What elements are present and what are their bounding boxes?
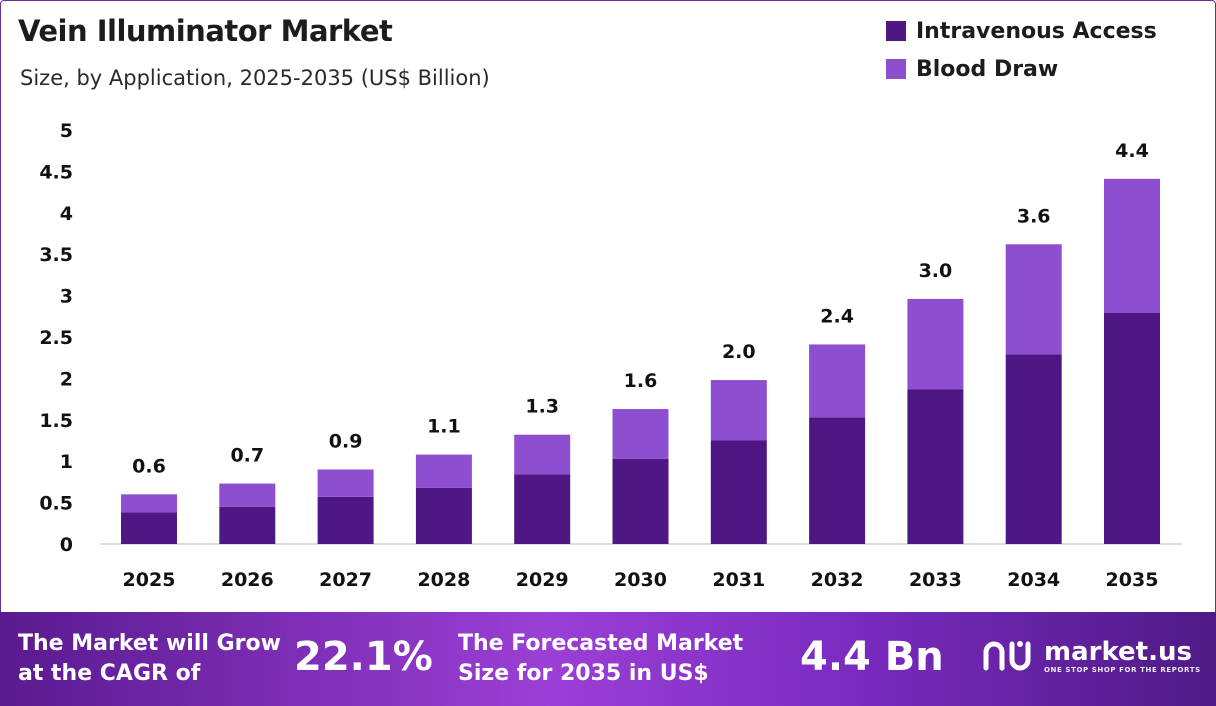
- legend-label-blood-draw: Blood Draw: [916, 56, 1059, 82]
- bar-intravenous-access: [710, 440, 767, 544]
- bar-blood-draw: [121, 494, 177, 513]
- bar-intravenous-access: [809, 417, 866, 544]
- y-tick-label: 4.5: [39, 161, 73, 183]
- x-tick-label: 2025: [123, 569, 176, 591]
- bar-chart: 0 0.5 1 1.5 2 2.5 3 3.5 4 4.5 5 0.6 2025 0.7 2026 0.9 20…: [39, 120, 1182, 591]
- data-label: 1.3: [525, 396, 559, 418]
- y-tick-label: 3.5: [39, 244, 73, 266]
- bar-blood-draw: [809, 344, 866, 418]
- x-tick-label: 2032: [811, 569, 864, 591]
- chart-subtitle: Size, by Application, 2025-2035 (US$ Bil…: [20, 66, 490, 90]
- data-label: 3.0: [919, 260, 953, 282]
- bar-intravenous-access: [612, 458, 669, 544]
- legend-swatch-blood-draw: [886, 59, 906, 79]
- bar-blood-draw: [612, 409, 669, 459]
- legend: Intravenous Access Blood Draw: [886, 12, 1157, 88]
- market-us-logo-icon: [983, 641, 1031, 671]
- data-label: 3.6: [1017, 205, 1051, 227]
- x-tick-label: 2028: [417, 569, 470, 591]
- bar-blood-draw: [514, 434, 571, 475]
- brand: market.us ONE STOP SHOP FOR THE REPORTS: [982, 638, 1201, 674]
- cagr-text: The Market will Grow at the CAGR of: [18, 631, 281, 686]
- y-tick-label: 4: [60, 203, 73, 225]
- chart-title: Vein Illuminator Market: [18, 14, 393, 48]
- y-tick-label: 2: [60, 368, 73, 390]
- x-tick-label: 2030: [614, 569, 667, 591]
- legend-item-blood-draw: Blood Draw: [886, 50, 1157, 88]
- legend-item-intravenous: Intravenous Access: [886, 12, 1157, 50]
- y-tick-label: 1.5: [39, 410, 73, 432]
- data-label: 2.0: [722, 341, 756, 363]
- data-label: 0.6: [132, 455, 166, 477]
- legend-label-intravenous: Intravenous Access: [916, 18, 1157, 44]
- bar-intravenous-access: [514, 474, 571, 544]
- brand-name: market.us: [1044, 637, 1192, 667]
- data-label: 4.4: [1115, 140, 1149, 162]
- x-tick-label: 2033: [909, 569, 962, 591]
- bar-blood-draw: [710, 380, 767, 441]
- bar-blood-draw: [317, 469, 374, 497]
- y-tick-label: 0.5: [39, 493, 73, 515]
- x-tick-label: 2035: [1106, 569, 1159, 591]
- y-tick-label: 2.5: [39, 327, 73, 349]
- data-label: 1.6: [624, 370, 658, 392]
- data-label: 0.7: [230, 445, 264, 467]
- x-tick-label: 2029: [516, 569, 569, 591]
- y-tick-label: 5: [60, 120, 73, 142]
- y-tick-label: 1: [60, 451, 73, 473]
- brand-tagline: ONE STOP SHOP FOR THE REPORTS: [1044, 666, 1201, 674]
- bar-intravenous-access: [1104, 312, 1160, 544]
- data-label: 1.1: [427, 416, 461, 438]
- bar-blood-draw: [1005, 244, 1062, 355]
- forecast-value: 4.4 Bn: [800, 634, 944, 680]
- data-label: 2.4: [820, 305, 854, 327]
- y-tick-label: 0: [60, 534, 73, 556]
- bar-intravenous-access: [219, 506, 276, 544]
- bar-intravenous-access: [121, 512, 177, 544]
- bar-intravenous-access: [317, 496, 374, 544]
- bar-intravenous-access: [1005, 354, 1062, 544]
- bar-blood-draw: [907, 298, 964, 390]
- y-tick-label: 3: [60, 286, 73, 308]
- bar-intravenous-access: [415, 487, 472, 544]
- footer-banner: The Market will Grow at the CAGR of 22.1…: [0, 612, 1216, 706]
- x-tick-label: 2034: [1007, 569, 1060, 591]
- bar-blood-draw: [219, 483, 276, 507]
- x-tick-label: 2027: [319, 569, 372, 591]
- bar-blood-draw: [1104, 178, 1160, 313]
- x-tick-label: 2031: [712, 569, 765, 591]
- legend-swatch-intravenous: [886, 21, 906, 41]
- x-tick-label: 2026: [221, 569, 274, 591]
- data-label: 0.9: [329, 430, 363, 452]
- bar-intravenous-access: [907, 389, 964, 544]
- forecast-text: The Forecasted Market Size for 2035 in U…: [458, 631, 744, 686]
- bar-blood-draw: [415, 454, 472, 488]
- cagr-value: 22.1%: [294, 634, 433, 680]
